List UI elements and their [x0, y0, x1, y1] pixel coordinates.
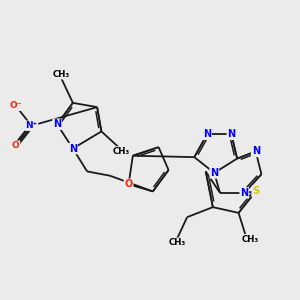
Text: N: N	[227, 129, 236, 139]
Text: CH₃: CH₃	[113, 147, 130, 156]
Text: N: N	[210, 168, 218, 178]
Text: CH₃: CH₃	[169, 238, 186, 247]
Text: S: S	[252, 186, 259, 197]
Text: CH₃: CH₃	[53, 70, 70, 79]
Text: N: N	[69, 144, 77, 154]
Text: N⁺: N⁺	[25, 121, 38, 130]
Text: N: N	[53, 119, 61, 129]
Text: O⁻: O⁻	[10, 101, 22, 110]
Text: N: N	[252, 146, 260, 156]
Text: CH₃: CH₃	[242, 235, 259, 244]
Text: O: O	[124, 179, 133, 189]
Text: N: N	[203, 129, 211, 139]
Text: N: N	[240, 188, 248, 198]
Text: O: O	[12, 141, 20, 150]
